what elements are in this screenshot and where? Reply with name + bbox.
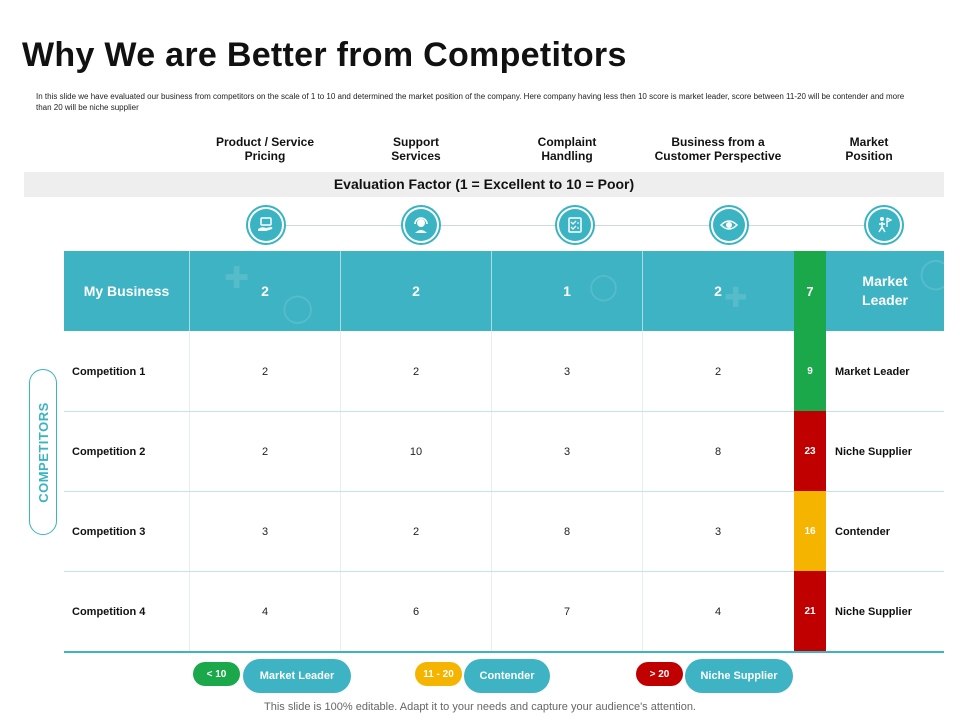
score-cell: 2 — [412, 526, 420, 538]
my-business-value: 2 — [261, 283, 269, 299]
score-cell: 3 — [563, 366, 571, 378]
grid-hline — [64, 491, 944, 492]
score-cell: 3 — [563, 446, 571, 458]
my-business-value: 2 — [714, 283, 722, 299]
pricing-hand-icon — [246, 205, 286, 245]
grid-hline — [64, 411, 944, 412]
score-cell: 8 — [714, 446, 722, 458]
icon-badge — [713, 209, 745, 241]
score-cell: 3 — [714, 526, 722, 538]
position-line: Leader — [862, 292, 908, 308]
ring-decoration: ◯ — [282, 292, 314, 323]
score-cell: 10 — [409, 446, 423, 458]
ring-decoration: ◯ — [919, 257, 944, 290]
header-separator — [491, 251, 492, 331]
legend-label-leader: Market Leader — [243, 659, 351, 693]
score-cell: 2 — [261, 366, 269, 378]
col-head-complaint: Complaint Handling — [492, 135, 642, 163]
col-head-line: Services — [391, 149, 441, 163]
complaint-checklist-icon — [555, 205, 595, 245]
col-head-line: Market — [849, 135, 889, 149]
score-cell: 4 — [261, 606, 269, 618]
market-position-text: Contender — [835, 526, 890, 538]
legend-label-niche: Niche Supplier — [685, 659, 793, 693]
market-position-text: Market Leader — [835, 366, 910, 378]
row-label: Competition 3 — [72, 526, 146, 538]
total-score-badge: 16 — [794, 491, 826, 571]
grid-hline — [64, 651, 944, 653]
score-cell: 8 — [563, 526, 571, 538]
icon-badge — [405, 209, 437, 241]
market-position-text: Niche Supplier — [835, 446, 913, 458]
plus-decoration: ✚ — [224, 262, 250, 295]
header-separator — [340, 251, 341, 331]
col-head-pricing: Product / Service Pricing — [190, 135, 340, 163]
competitors-side-label: COMPETITORS — [29, 369, 57, 535]
col-head-line: Support — [393, 135, 439, 149]
col-head-line: Product / Service — [215, 135, 315, 149]
ring-decoration: ◯ — [589, 271, 619, 301]
my-business-value: 1 — [563, 283, 571, 299]
footer-note: This slide is 100% editable. Adapt it to… — [264, 701, 696, 713]
support-headset-icon — [401, 205, 441, 245]
col-head-line: Complaint — [537, 135, 597, 149]
row-label: Competition 1 — [72, 366, 146, 378]
col-head-line: Customer Perspective — [654, 149, 782, 163]
score-cell: 6 — [412, 606, 420, 618]
position-line: Market — [862, 273, 908, 289]
competitors-text: COMPETITORS — [35, 401, 51, 503]
icon-badge — [250, 209, 282, 241]
score-cell: 2 — [714, 366, 722, 378]
score-cell: 7 — [563, 606, 571, 618]
slide-description: In this slide we have evaluated our busi… — [36, 92, 905, 112]
total-score-badge: 21 — [794, 571, 826, 651]
legend-label-contender: Contender — [464, 659, 550, 693]
plus-decoration: ✚ — [724, 282, 748, 313]
score-cell: 2 — [261, 446, 269, 458]
my-business-total: 7 — [794, 251, 826, 331]
my-business-position: Market Leader — [826, 251, 944, 331]
total-score-badge: 9 — [794, 331, 826, 411]
total-score-badge: 23 — [794, 411, 826, 491]
col-head-line: Pricing — [244, 149, 286, 163]
evaluation-factor-bar: Evaluation Factor (1 = Excellent to 10 =… — [24, 172, 944, 197]
slide-title: Why We are Better from Competitors — [22, 36, 627, 74]
legend-range-leader: < 10 — [193, 662, 240, 686]
customer-eye-icon — [709, 205, 749, 245]
market-position-text: Niche Supplier — [835, 606, 913, 618]
header-separator — [642, 251, 643, 331]
header-separator — [189, 251, 190, 331]
col-head-market: Market Position — [826, 135, 912, 163]
icon-badge — [559, 209, 591, 241]
col-head-line: Handling — [541, 149, 593, 163]
score-cell: 2 — [412, 366, 420, 378]
row-label: Competition 4 — [72, 606, 146, 618]
icon-badge — [868, 209, 900, 241]
score-cell: 4 — [714, 606, 722, 618]
col-head-support: Support Services — [341, 135, 491, 163]
grid-hline — [64, 571, 944, 572]
my-business-label: My Business — [83, 283, 170, 299]
legend-range-niche: > 20 — [636, 662, 683, 686]
market-position-person-icon — [864, 205, 904, 245]
score-cell: 3 — [261, 526, 269, 538]
col-head-customer: Business from a Customer Perspective — [643, 135, 793, 163]
my-business-value: 2 — [412, 283, 420, 299]
legend-range-contender: 11 - 20 — [415, 662, 462, 686]
row-label: Competition 2 — [72, 446, 146, 458]
col-head-line: Position — [845, 149, 893, 163]
col-head-line: Business from a — [671, 135, 765, 149]
